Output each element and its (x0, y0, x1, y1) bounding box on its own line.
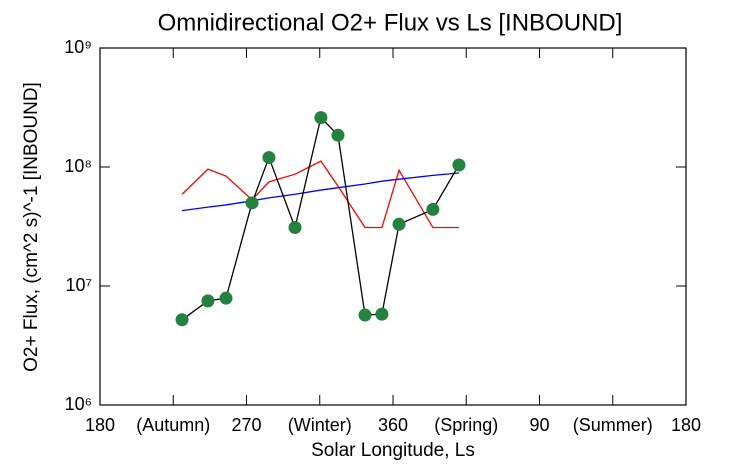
data-point (219, 291, 233, 305)
data-point (331, 128, 345, 142)
data-point (375, 307, 389, 321)
y-tick-label: 10⁷ (65, 275, 92, 295)
data-point (175, 313, 189, 327)
x-tick-label: (Spring) (434, 415, 498, 435)
data-point (245, 196, 259, 210)
x-tick-label: 90 (529, 415, 549, 435)
x-tick-label: (Summer) (573, 415, 653, 435)
series-line (181, 160, 459, 229)
x-tick-label: 180 (671, 415, 701, 435)
x-tick-label: 270 (231, 415, 261, 435)
x-tick-label: (Autumn) (136, 415, 210, 435)
x-tick-label: (Winter) (288, 415, 352, 435)
x-tick-label: 360 (378, 415, 408, 435)
x-tick-label: 180 (85, 415, 115, 435)
data-point (392, 217, 406, 231)
y-tick-label: 10⁸ (64, 156, 92, 176)
x-axis-label: Solar Longitude, Ls (311, 440, 475, 461)
data-point (358, 308, 372, 322)
data-point (314, 111, 328, 125)
chart-title: Omnidirectional O2+ Flux vs Ls [INBOUND] (158, 9, 623, 36)
data-point (262, 151, 276, 165)
y-tick-label: 10⁶ (65, 394, 92, 414)
series-line (181, 116, 460, 321)
data-point (426, 202, 440, 216)
data-point (201, 294, 215, 308)
series-line (181, 172, 459, 212)
y-tick-label: 10⁹ (64, 37, 92, 57)
data-point (452, 158, 466, 172)
data-point (288, 221, 302, 235)
y-axis-label: O2+ Flux, (cm^2 s)^-1 [INBOUND] (21, 82, 42, 372)
